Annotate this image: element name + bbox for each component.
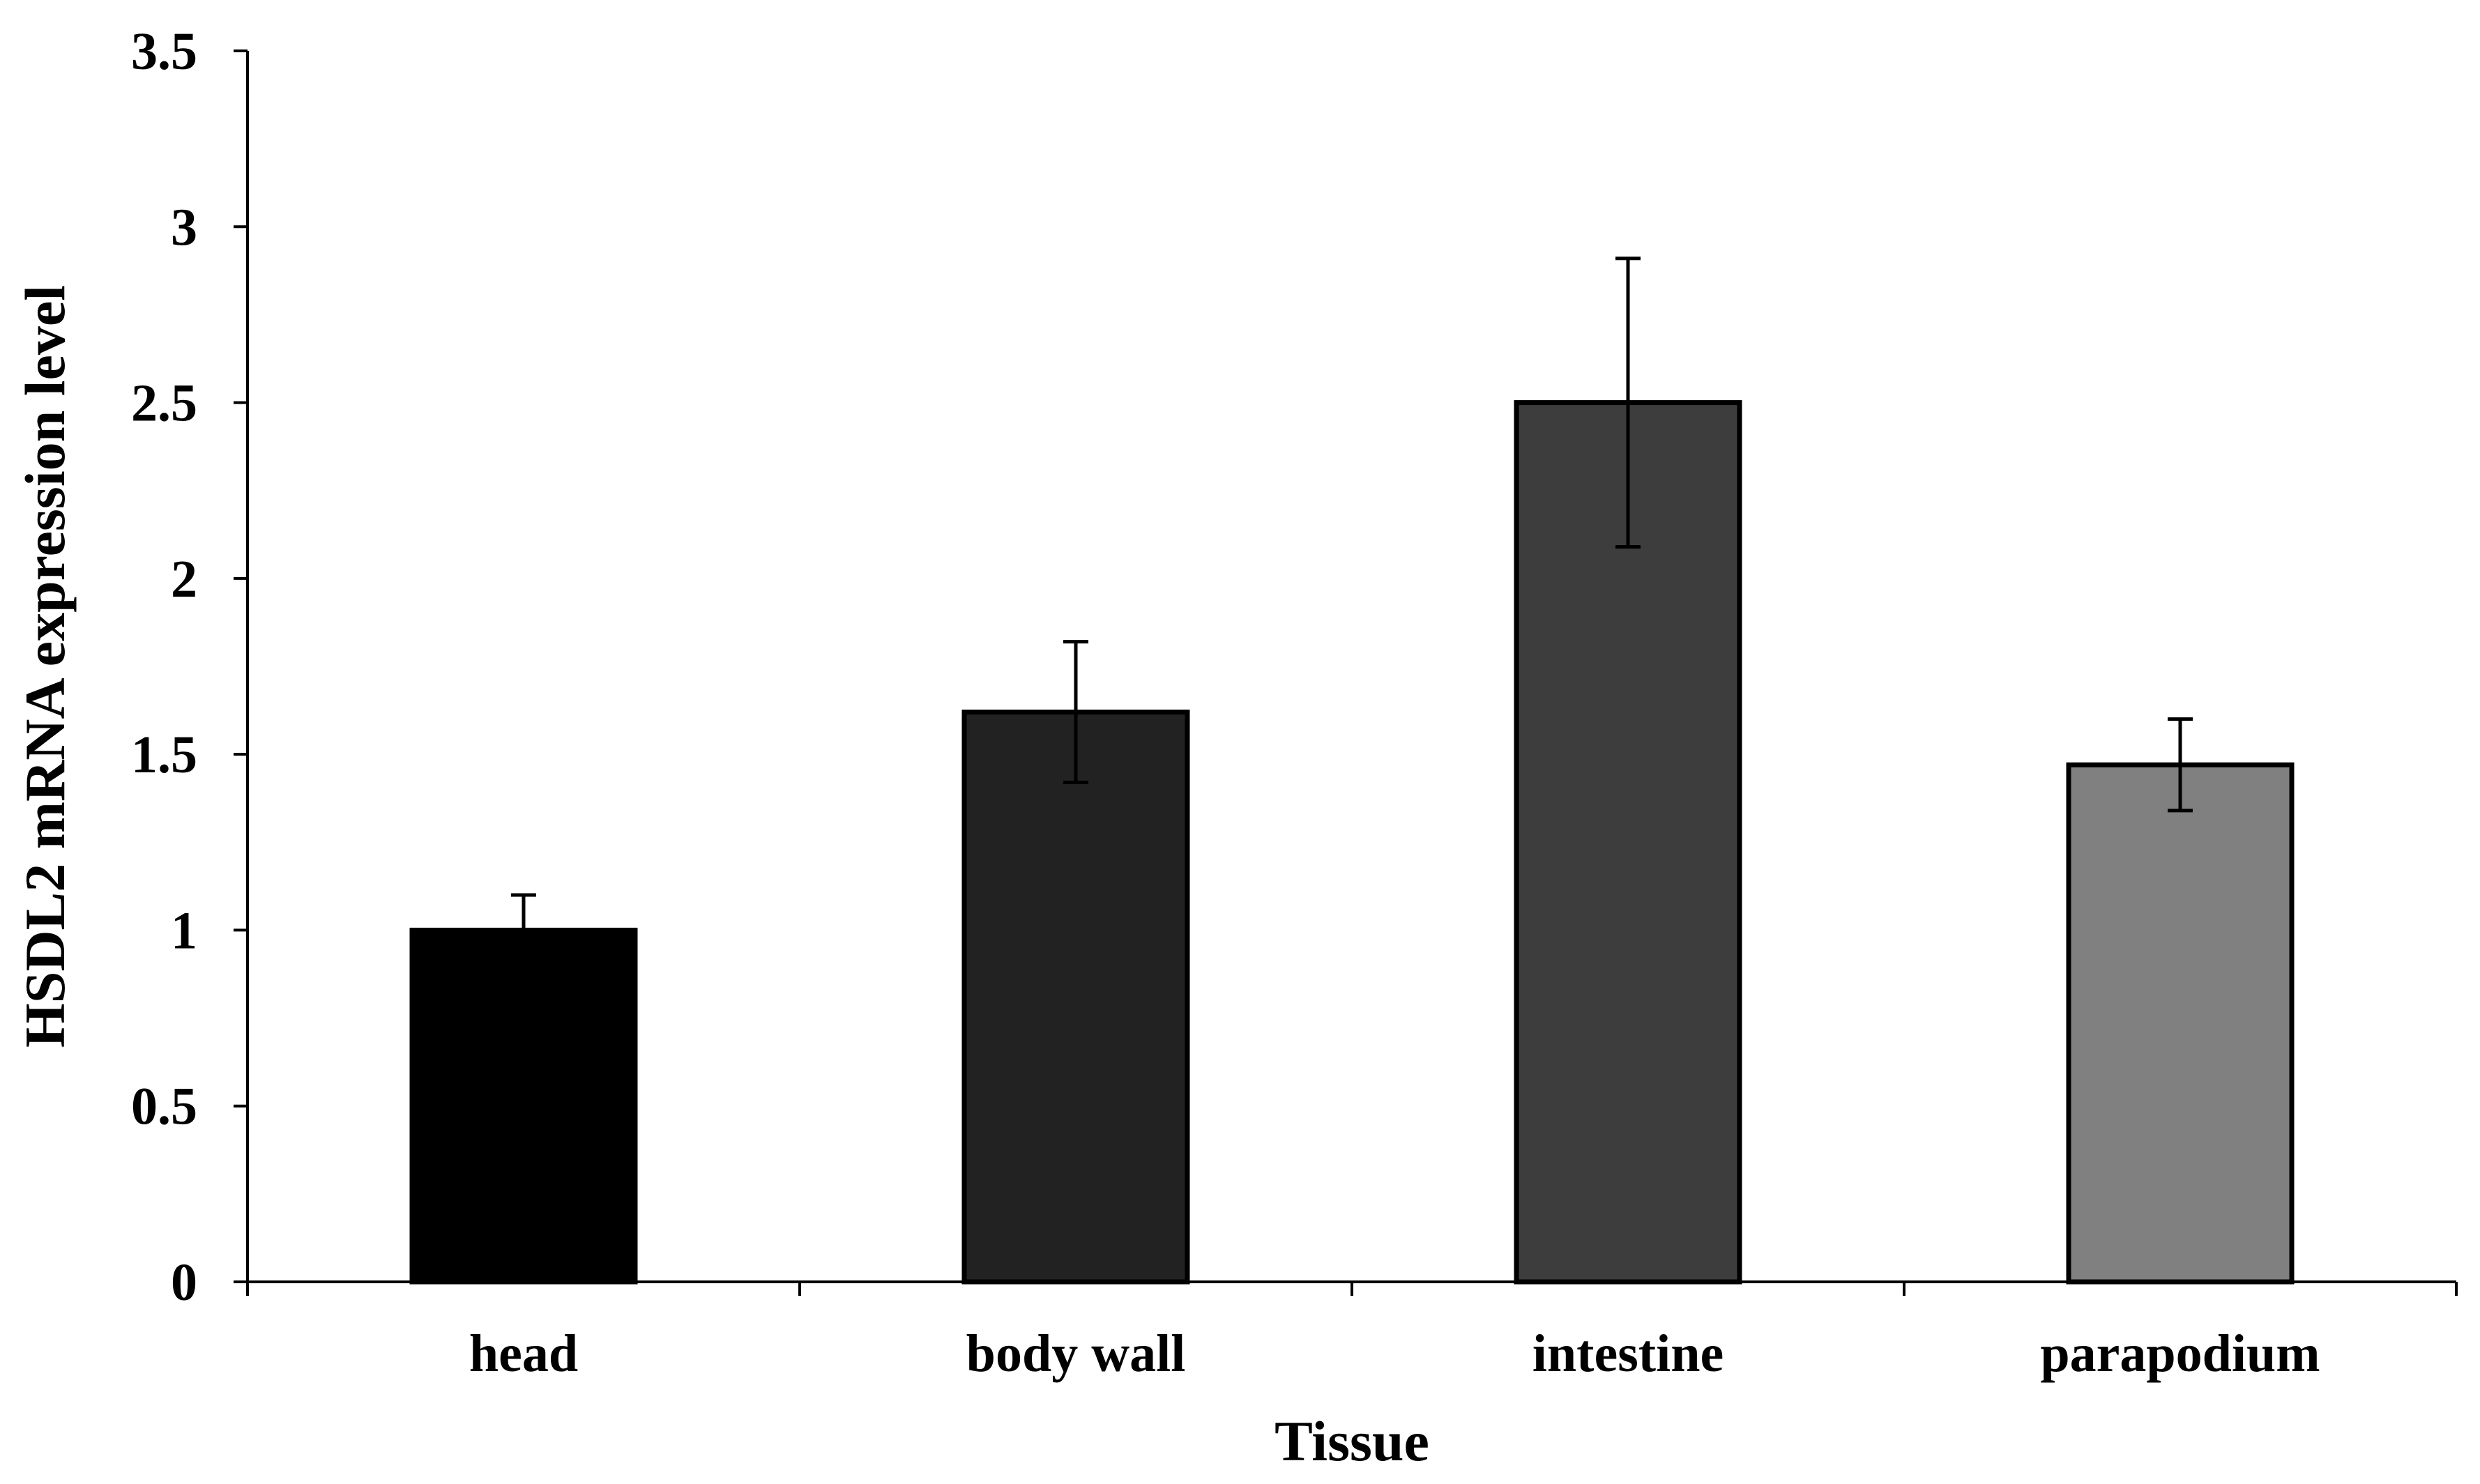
bar-parapodium	[2066, 762, 2295, 1285]
category-label: parapodium	[2040, 1324, 2320, 1383]
error-bar-parapodium	[2168, 717, 2193, 813]
y-tick-label: 0	[171, 1253, 197, 1312]
bars	[409, 400, 2295, 1285]
y-tick-label: 1	[171, 901, 197, 960]
x-axis-ticks	[246, 1282, 2458, 1296]
error-bar-head	[511, 893, 536, 967]
category-label: intestine	[1532, 1324, 1724, 1383]
y-axis-ticks: 0 0.5 1 1.5 2 2.5 3 3.5	[131, 22, 248, 1312]
y-tick-label: 1.5	[131, 726, 197, 784]
bar-intestine	[1514, 400, 1742, 1285]
error-bar-intestine	[1615, 257, 1641, 549]
x-axis-title: Tissue	[1275, 1409, 1429, 1473]
error-bars	[511, 257, 2193, 967]
bar-body-wall	[961, 710, 1190, 1285]
error-bar-body-wall	[1063, 640, 1088, 785]
y-tick-label: 3.5	[131, 22, 197, 81]
y-tick-label: 2	[171, 550, 197, 609]
category-label: head	[469, 1324, 578, 1383]
y-tick-label: 3	[171, 198, 197, 257]
category-label: body wall	[966, 1324, 1186, 1383]
y-tick-label: 0.5	[131, 1078, 197, 1136]
bar-head	[409, 927, 638, 1285]
y-tick-label: 2.5	[131, 374, 197, 433]
y-axis-title: HSDL2 mRNA expression level	[13, 285, 77, 1048]
category-labels: head body wall intestine parapodium	[469, 1324, 2320, 1383]
